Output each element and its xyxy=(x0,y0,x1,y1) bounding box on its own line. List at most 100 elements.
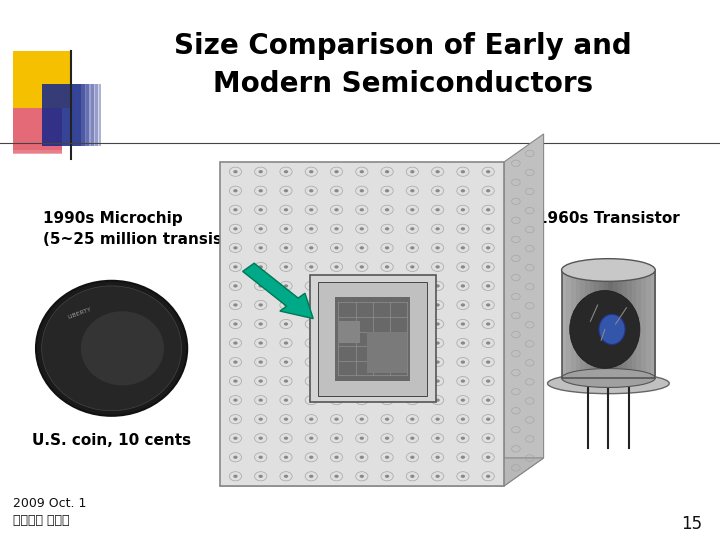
Bar xyxy=(13,153,62,157)
Circle shape xyxy=(360,475,364,478)
Circle shape xyxy=(334,361,338,364)
Circle shape xyxy=(360,456,364,459)
Circle shape xyxy=(233,475,238,478)
Circle shape xyxy=(284,475,288,478)
Circle shape xyxy=(436,208,440,212)
Circle shape xyxy=(486,265,490,268)
Circle shape xyxy=(410,380,415,383)
Circle shape xyxy=(436,322,440,326)
Bar xyxy=(566,270,572,378)
Text: U.S. coin, 10 cents: U.S. coin, 10 cents xyxy=(32,433,192,448)
Circle shape xyxy=(436,417,440,421)
Ellipse shape xyxy=(562,368,655,387)
Bar xyxy=(94,84,99,146)
Circle shape xyxy=(284,265,288,268)
Circle shape xyxy=(385,284,390,287)
Text: 2009 Oct. 1: 2009 Oct. 1 xyxy=(13,497,86,510)
Circle shape xyxy=(410,341,415,345)
Circle shape xyxy=(284,322,288,326)
Circle shape xyxy=(461,436,465,440)
Circle shape xyxy=(410,227,415,231)
Circle shape xyxy=(461,475,465,478)
Text: 15: 15 xyxy=(681,515,702,533)
Circle shape xyxy=(410,189,415,192)
Circle shape xyxy=(410,208,415,212)
Circle shape xyxy=(258,380,263,383)
Circle shape xyxy=(385,170,390,173)
Circle shape xyxy=(410,322,415,326)
Circle shape xyxy=(385,475,390,478)
Circle shape xyxy=(486,284,490,287)
Bar xyxy=(367,332,407,373)
Circle shape xyxy=(334,475,338,478)
Circle shape xyxy=(461,341,465,345)
Circle shape xyxy=(233,170,238,173)
Circle shape xyxy=(258,284,263,287)
Circle shape xyxy=(334,284,338,287)
Circle shape xyxy=(233,322,238,326)
Bar xyxy=(318,282,427,396)
Circle shape xyxy=(309,227,313,231)
Circle shape xyxy=(461,189,465,192)
Bar xyxy=(599,270,605,378)
FancyArrow shape xyxy=(243,263,313,319)
Circle shape xyxy=(334,380,338,383)
Bar xyxy=(13,159,62,164)
Circle shape xyxy=(334,189,338,192)
Bar xyxy=(576,270,581,378)
Circle shape xyxy=(334,436,338,440)
Circle shape xyxy=(360,227,364,231)
Circle shape xyxy=(258,246,263,249)
Bar xyxy=(618,270,623,378)
Bar xyxy=(590,270,595,378)
Circle shape xyxy=(385,436,390,440)
Bar xyxy=(646,270,652,378)
Circle shape xyxy=(436,436,440,440)
Circle shape xyxy=(334,208,338,212)
Circle shape xyxy=(486,475,490,478)
Circle shape xyxy=(258,322,263,326)
Circle shape xyxy=(258,417,263,421)
Circle shape xyxy=(233,303,238,307)
Bar xyxy=(585,270,590,378)
Circle shape xyxy=(461,227,465,231)
Circle shape xyxy=(360,436,364,440)
Text: Size Comparison of Early and: Size Comparison of Early and xyxy=(174,32,632,60)
Circle shape xyxy=(486,380,490,383)
Bar xyxy=(89,84,95,146)
Circle shape xyxy=(486,227,490,231)
Circle shape xyxy=(436,265,440,268)
Circle shape xyxy=(486,361,490,364)
Circle shape xyxy=(309,456,313,459)
Circle shape xyxy=(461,361,465,364)
Circle shape xyxy=(284,189,288,192)
Circle shape xyxy=(284,361,288,364)
Circle shape xyxy=(258,399,263,402)
Circle shape xyxy=(486,436,490,440)
Circle shape xyxy=(309,170,313,173)
Bar xyxy=(595,270,600,378)
Circle shape xyxy=(385,341,390,345)
Bar xyxy=(98,84,104,146)
Bar xyxy=(85,84,91,146)
Text: 1960s Transistor: 1960s Transistor xyxy=(537,211,680,226)
Circle shape xyxy=(284,208,288,212)
Circle shape xyxy=(233,341,238,345)
Circle shape xyxy=(309,341,313,345)
Ellipse shape xyxy=(562,259,655,281)
Circle shape xyxy=(360,322,364,326)
Circle shape xyxy=(360,246,364,249)
Circle shape xyxy=(436,284,440,287)
Circle shape xyxy=(486,417,490,421)
Circle shape xyxy=(436,189,440,192)
Circle shape xyxy=(233,456,238,459)
Circle shape xyxy=(309,380,313,383)
Circle shape xyxy=(360,208,364,212)
Bar xyxy=(623,270,628,378)
Circle shape xyxy=(461,208,465,212)
Circle shape xyxy=(284,246,288,249)
Circle shape xyxy=(309,399,313,402)
Circle shape xyxy=(334,303,338,307)
Bar xyxy=(220,162,504,486)
Circle shape xyxy=(360,341,364,345)
